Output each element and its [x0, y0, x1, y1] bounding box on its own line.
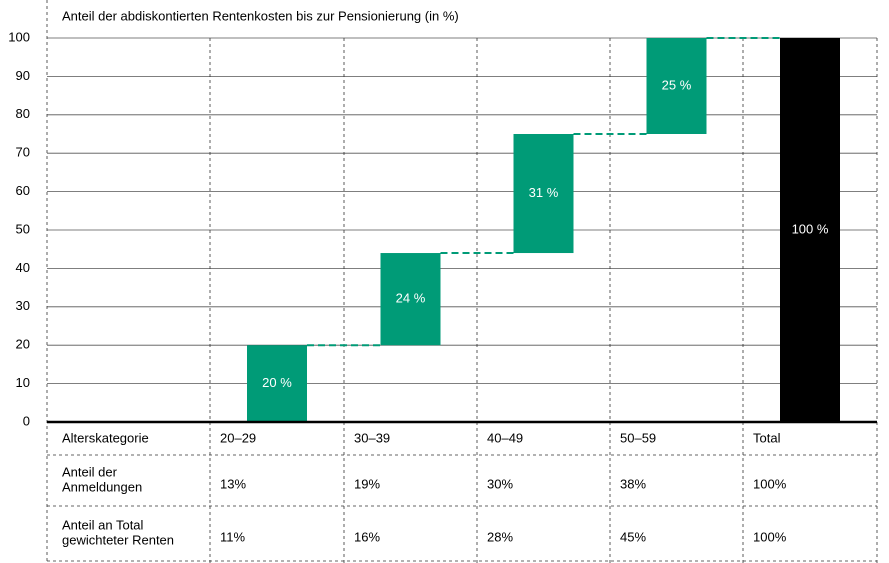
bar — [247, 345, 307, 422]
cell: 100% — [753, 476, 787, 491]
y-tick-label: 20 — [16, 337, 30, 352]
row-label-line: Anteil an Total — [62, 518, 144, 533]
y-tick-label: 40 — [16, 260, 30, 275]
x-tick-label: 20–29 — [220, 430, 256, 445]
cell: 28% — [487, 529, 513, 544]
row-label-line: gewichteter Renten — [62, 533, 174, 548]
x-tick-label: 30–39 — [354, 430, 390, 445]
chart-title: Anteil der abdiskontierten Rentenkosten … — [62, 8, 459, 23]
cell: 16% — [354, 529, 380, 544]
cell: 19% — [354, 476, 380, 491]
value-label: 25 % — [662, 77, 692, 92]
bar — [380, 253, 441, 346]
y-tick-label: 30 — [16, 298, 30, 313]
bar — [513, 134, 574, 254]
x-axis-label: Alterskategorie — [62, 430, 149, 445]
x-tick-label: 40–49 — [487, 430, 523, 445]
bar — [646, 38, 707, 134]
cell: 100% — [753, 529, 787, 544]
cell: 13% — [220, 476, 246, 491]
value-label: 31 % — [529, 185, 559, 200]
y-tick-label: 0 — [23, 413, 30, 428]
value-label: 20 % — [262, 375, 292, 390]
x-tick-label: 50–59 — [620, 430, 656, 445]
y-tick-label: 90 — [16, 68, 30, 83]
cell: 45% — [620, 529, 646, 544]
cell: 11% — [220, 529, 245, 544]
y-tick-label: 80 — [16, 106, 30, 121]
row-label-line: Anmeldungen — [62, 480, 142, 495]
value-label: 100 % — [792, 221, 829, 236]
y-tick-label: 10 — [16, 375, 30, 390]
y-tick-label: 50 — [16, 221, 30, 236]
y-tick-label: 70 — [16, 145, 30, 160]
row-label: Anteil an Total gewichteter Renten — [62, 518, 174, 548]
y-tick-label: 100 — [8, 29, 30, 44]
cell: 30% — [487, 476, 513, 491]
y-tick-label: 60 — [16, 183, 30, 198]
x-tick-label: Total — [753, 430, 781, 445]
row-label: Anteil der Anmeldungen — [62, 465, 142, 495]
bar — [780, 38, 840, 422]
row-label-line: Anteil der — [62, 465, 118, 480]
cell: 38% — [620, 476, 646, 491]
value-label: 24 % — [396, 291, 426, 306]
